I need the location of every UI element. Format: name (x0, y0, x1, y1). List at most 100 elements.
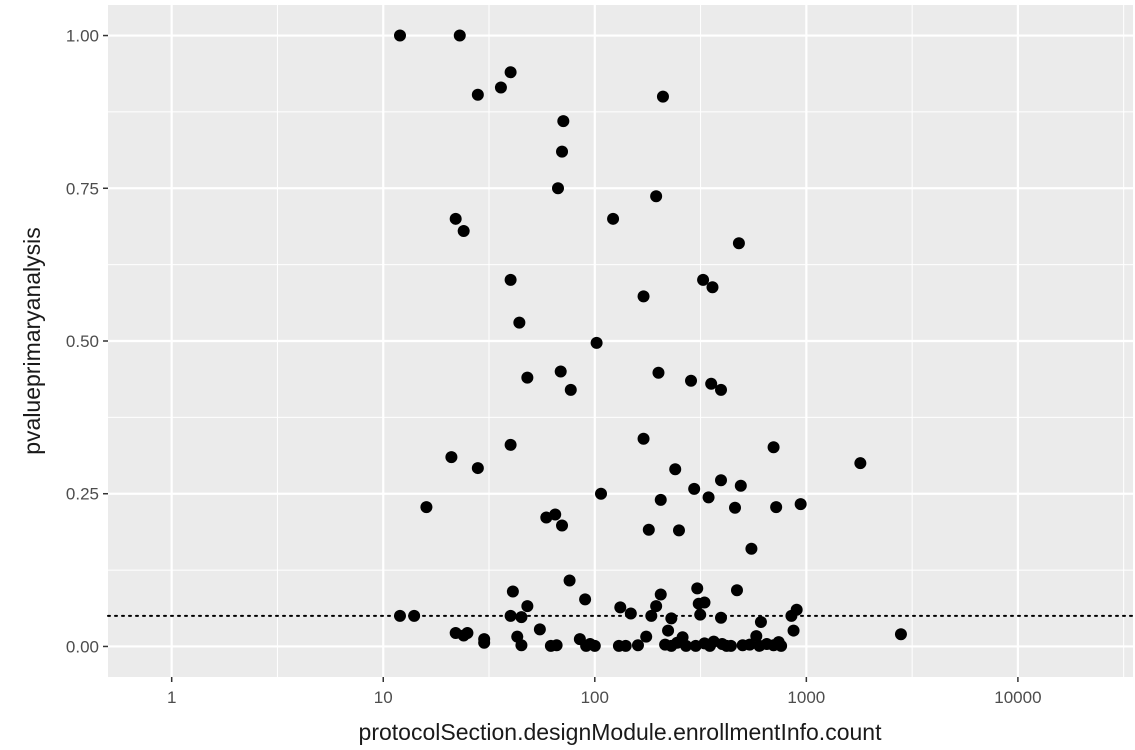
data-point (494, 81, 507, 94)
y-tick-label: 0.25 (66, 485, 99, 504)
data-point (698, 596, 711, 609)
data-point (580, 639, 593, 652)
data-point (408, 609, 421, 622)
data-point (504, 66, 517, 79)
data-point (556, 145, 569, 158)
data-point (750, 630, 763, 643)
data-point (770, 501, 783, 514)
y-tick-label: 0.75 (66, 179, 99, 198)
data-point (588, 639, 601, 652)
data-point (563, 574, 576, 587)
data-point (554, 365, 567, 378)
data-point (457, 225, 470, 238)
y-tick-label: 0.00 (66, 637, 99, 656)
y-tick-label: 1.00 (66, 27, 99, 46)
data-point (688, 482, 701, 495)
data-point (790, 603, 803, 616)
data-point (734, 479, 747, 492)
data-point (393, 29, 406, 42)
data-point (702, 491, 715, 504)
data-point (457, 629, 470, 642)
data-point (753, 639, 766, 652)
x-tick-label: 1000 (787, 688, 825, 707)
data-point (449, 212, 462, 225)
data-point (650, 190, 663, 203)
data-point (549, 508, 562, 521)
data-point (564, 383, 577, 396)
data-point (656, 90, 669, 103)
data-point (854, 457, 867, 470)
data-point (637, 290, 650, 303)
data-point (642, 523, 655, 536)
data-point (715, 474, 728, 487)
x-axis: 1 10 100 1000 10000 (167, 677, 1042, 707)
data-point (515, 639, 528, 652)
data-point (745, 542, 758, 555)
data-point (557, 115, 570, 128)
x-tick-label: 1 (167, 688, 176, 707)
data-point (590, 336, 603, 349)
data-point (471, 88, 484, 101)
data-point (705, 377, 718, 390)
data-point (550, 639, 563, 652)
data-point (669, 463, 682, 476)
data-point (637, 432, 650, 445)
data-point (504, 438, 517, 451)
data-point (640, 630, 653, 643)
data-point (715, 611, 728, 624)
x-tick-label: 100 (581, 688, 609, 707)
y-tick-label: 0.50 (66, 332, 99, 351)
x-tick-label: 10000 (994, 688, 1041, 707)
data-point (652, 366, 665, 379)
data-point (894, 628, 907, 641)
data-point (703, 639, 716, 652)
data-point (612, 639, 625, 652)
data-point (393, 609, 406, 622)
data-point (767, 441, 780, 454)
data-point (665, 612, 678, 625)
data-point (662, 624, 675, 637)
data-point (504, 273, 517, 286)
data-point (691, 582, 704, 595)
data-point (504, 609, 517, 622)
data-point (730, 584, 743, 597)
data-point (720, 639, 733, 652)
data-point (551, 182, 564, 195)
data-point (794, 498, 807, 511)
data-point (743, 638, 756, 651)
data-point (706, 281, 719, 294)
data-point (754, 616, 767, 629)
data-point (614, 601, 627, 614)
data-point (624, 607, 637, 620)
data-point (650, 600, 663, 613)
data-point (471, 462, 484, 475)
data-point (579, 593, 592, 606)
data-point (654, 588, 667, 601)
data-point (772, 636, 785, 649)
points-layer (393, 29, 907, 652)
data-point (654, 493, 667, 506)
data-point (453, 29, 466, 42)
data-point (715, 383, 728, 396)
data-point (787, 624, 800, 637)
data-point (729, 501, 742, 514)
data-point (685, 374, 698, 387)
data-point (556, 519, 569, 532)
data-point (420, 501, 433, 514)
data-point (521, 600, 534, 613)
data-point (672, 524, 685, 537)
data-point (665, 639, 678, 652)
data-point (533, 623, 546, 636)
data-point (607, 212, 620, 225)
y-axis: 0.00 0.25 0.50 0.75 1.00 (66, 27, 108, 656)
data-point (694, 608, 707, 621)
data-point (445, 451, 458, 464)
data-point (521, 371, 534, 384)
data-point (478, 636, 491, 649)
data-point (732, 237, 745, 250)
x-axis-title: protocolSection.designModule.enrollmentI… (359, 719, 883, 745)
data-point (645, 609, 658, 622)
data-point (513, 316, 526, 329)
data-point (595, 487, 608, 500)
